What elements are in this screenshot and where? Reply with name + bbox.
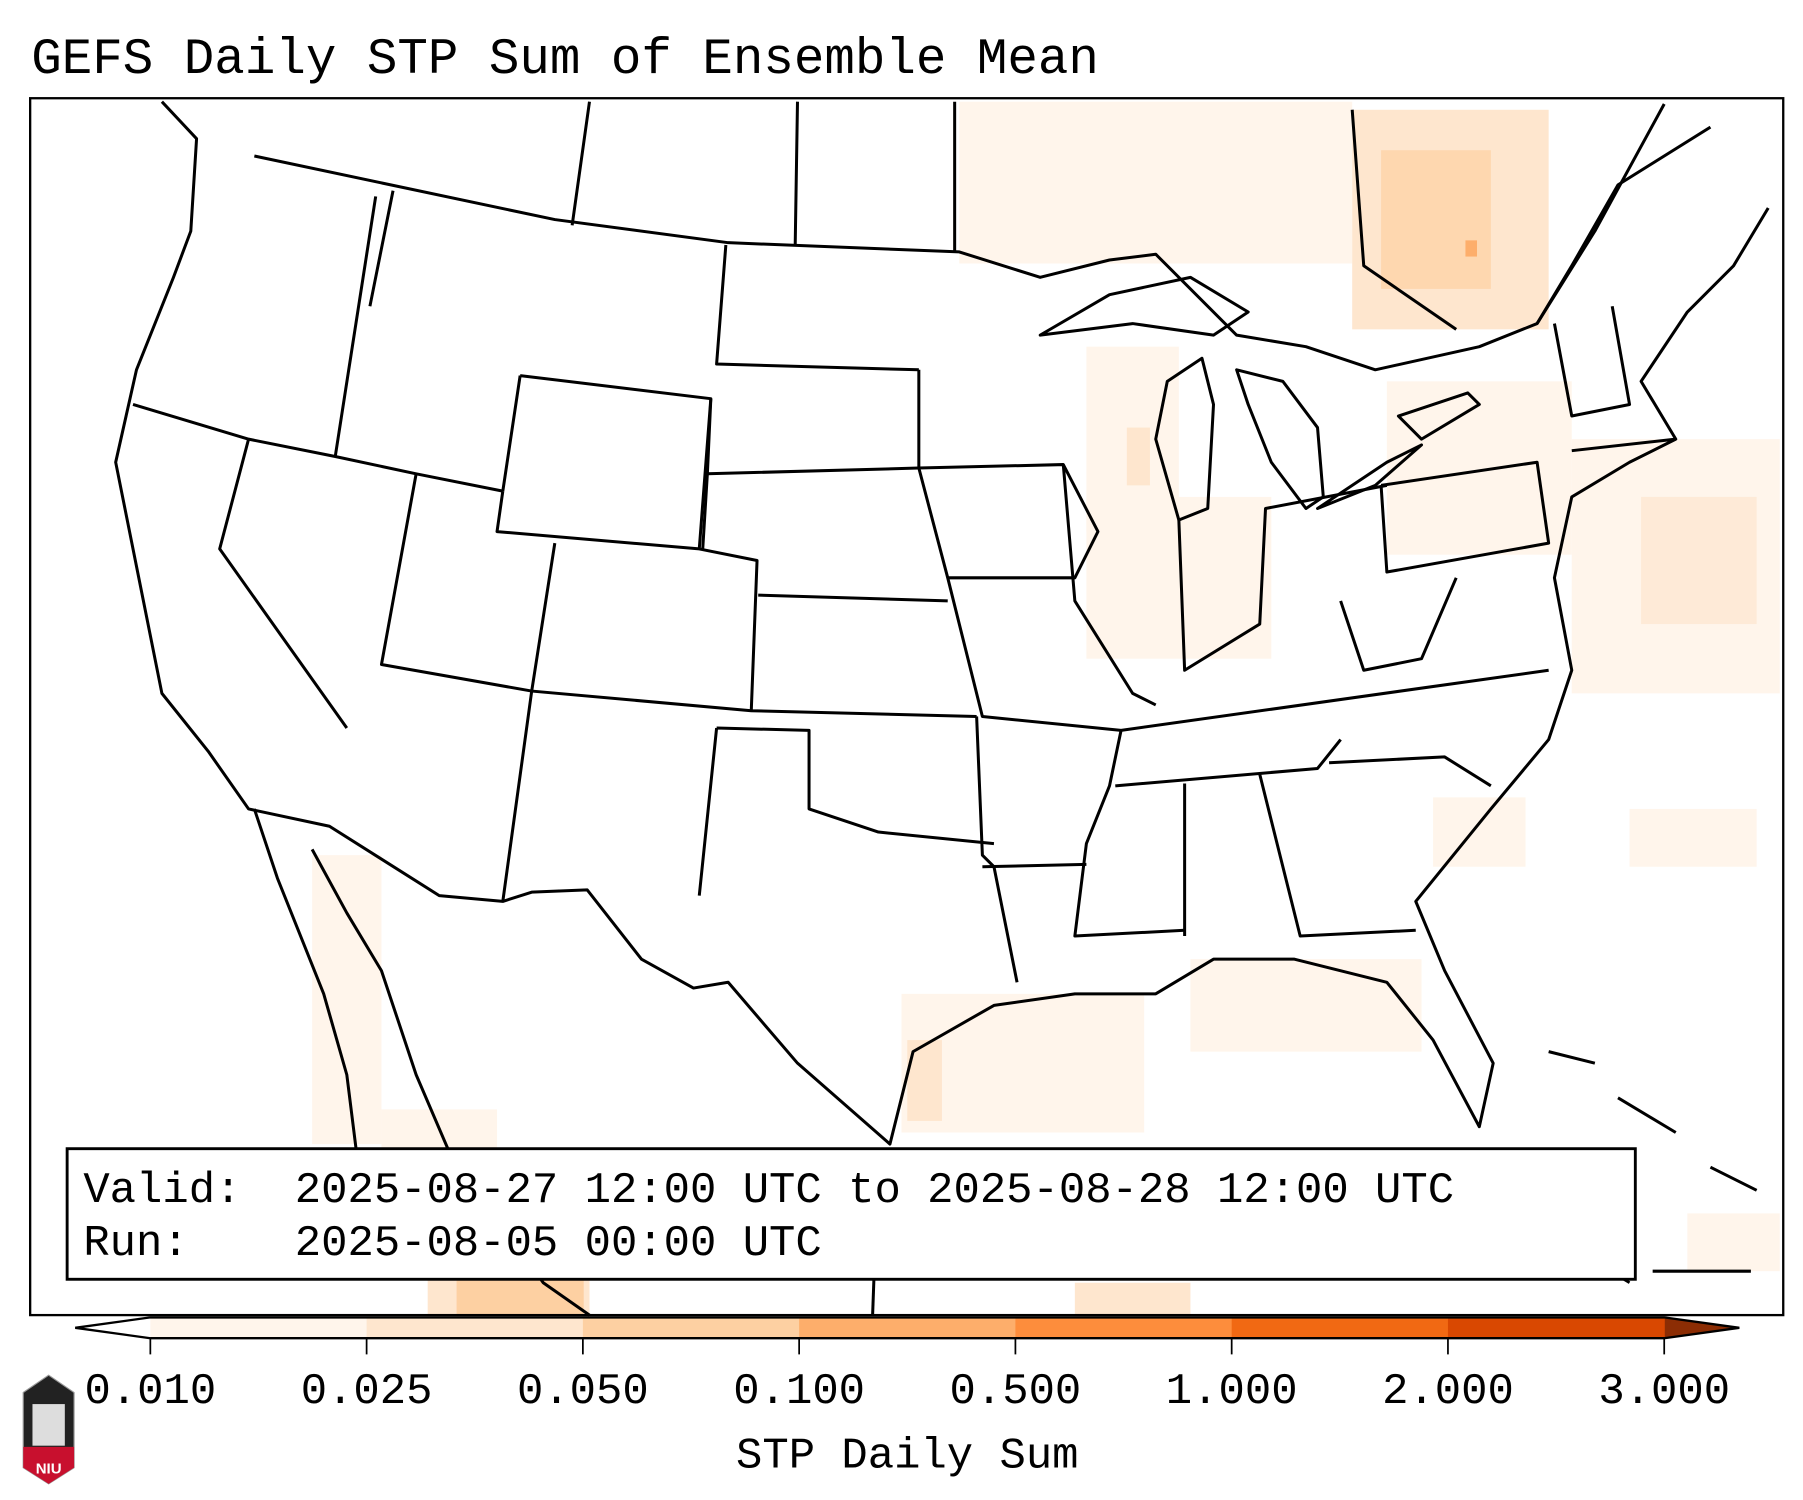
colorbar-tick-label: 0.100 <box>733 1367 865 1417</box>
info-box: Valid: 2025-08-27 12:00 UTC to 2025-08-2… <box>65 1147 1637 1281</box>
run-value: 2025-08-05 00:00 UTC <box>295 1219 822 1269</box>
niu-logo: NIU <box>22 1374 75 1485</box>
colorbar-tick-label: 3.000 <box>1598 1367 1730 1417</box>
colorbar-tick-label: 0.010 <box>84 1367 216 1417</box>
colorbar-tick-label: 1.000 <box>1166 1367 1298 1417</box>
colorbar-tick-label: 2.000 <box>1382 1367 1514 1417</box>
colorbar-segment <box>1231 1317 1449 1339</box>
colorbar-segment <box>366 1317 584 1339</box>
colorbar-segment <box>799 1317 1016 1339</box>
valid-value: 2025-08-27 12:00 UTC to 2025-08-28 12:00… <box>295 1166 1454 1216</box>
colorbar-over-arrow <box>1664 1317 1740 1339</box>
colorbar-tick-label: 0.050 <box>517 1367 649 1417</box>
valid-label: Valid: <box>83 1166 241 1216</box>
colorbar-label: STP Daily Sum <box>736 1432 1079 1482</box>
stp-shading <box>312 101 1780 1316</box>
colorbar-tick-label: 0.025 <box>301 1367 433 1417</box>
colorbar-segment <box>1447 1317 1665 1339</box>
logo-text: NIU <box>36 1460 62 1477</box>
colorbar-tick-label: 0.500 <box>950 1367 1082 1417</box>
colorbar-segment <box>150 1317 368 1339</box>
map-panel <box>29 97 1785 1317</box>
figure-title: GEFS Daily STP Sum of Ensemble Mean <box>31 32 1099 89</box>
colorbar-segment <box>582 1317 800 1339</box>
colorbar-under-arrow <box>75 1317 151 1339</box>
map-frame <box>29 97 1785 1317</box>
colorbar-segment <box>1015 1317 1233 1339</box>
run-label: Run: <box>83 1219 188 1269</box>
colorbar: 0.010 0.025 0.050 0.100 0.500 1.000 2.000 3.000 <box>75 1316 1740 1417</box>
